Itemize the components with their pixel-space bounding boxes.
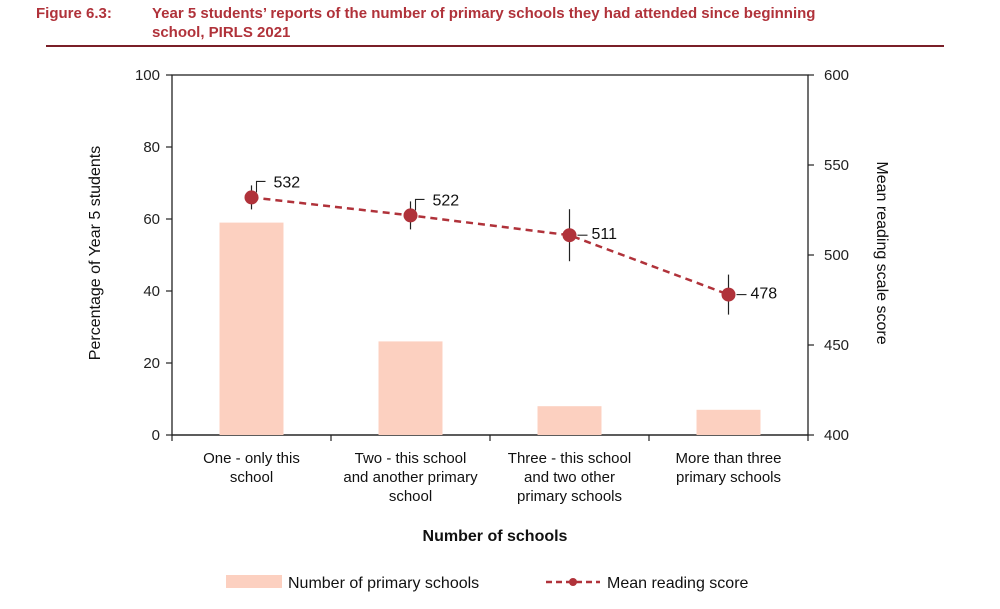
category-label: More than three (676, 450, 782, 467)
right-axis: 400 450 500 550 600 (808, 67, 849, 444)
category-label: primary schools (676, 469, 781, 486)
y-axis-right-title: Mean reading scale score (873, 161, 890, 344)
left-tick-label: 40 (143, 283, 160, 300)
category-label: school (389, 488, 432, 505)
label-leader (255, 180, 266, 193)
line-series: 532 522 511 478 (244, 174, 778, 315)
bar (537, 406, 602, 435)
left-tick-label: 0 (152, 427, 160, 444)
x-axis-title: Number of schools (423, 528, 568, 545)
right-tick-label: 450 (824, 337, 849, 354)
category-label: Two - this school (355, 450, 467, 467)
figure-title-line2: school, PIRLS 2021 (152, 24, 291, 41)
right-tick-label: 400 (824, 427, 849, 444)
score-marker (244, 190, 259, 205)
label-leader (414, 198, 425, 211)
bar (219, 222, 284, 435)
bar (378, 341, 443, 435)
y-axis-left-title: Percentage of Year 5 students (87, 146, 104, 360)
legend-bar-swatch (226, 575, 282, 588)
mean-score-line (251, 196, 729, 296)
score-marker (403, 208, 418, 223)
category-label: primary schools (517, 488, 622, 505)
legend-line-label: Mean reading score (607, 575, 749, 592)
data-label: 522 (433, 192, 460, 209)
data-label: 478 (751, 286, 778, 303)
left-tick-label: 100 (135, 67, 160, 84)
category-label: and two other (524, 469, 615, 486)
score-marker (721, 287, 736, 302)
bar-series (219, 222, 761, 435)
category-axis: One - only this school Two - this school an… (171, 435, 809, 505)
figure-title-line1: Year 5 students’ reports of the number o… (152, 5, 816, 22)
category-label: school (230, 469, 273, 486)
title-rule (46, 45, 944, 47)
legend-bar-label: Number of primary schools (288, 575, 479, 592)
right-tick-label: 550 (824, 157, 849, 174)
category-label: Three - this school (508, 450, 631, 467)
legend-line-marker (569, 578, 577, 586)
figure-title: Figure 6.3: Year 5 students’ reports of t… (36, 4, 956, 42)
left-axis: 0 20 40 60 80 100 (135, 67, 172, 444)
category-label: One - only this (203, 450, 300, 467)
left-tick-label: 80 (143, 139, 160, 156)
right-tick-label: 500 (824, 247, 849, 264)
data-label: 532 (274, 174, 301, 191)
bar (696, 409, 761, 435)
score-marker (562, 228, 577, 243)
legend: Number of primary schools Mean reading s… (226, 575, 749, 592)
left-tick-label: 60 (143, 211, 160, 228)
category-label: and another primary (343, 469, 478, 486)
left-tick-label: 20 (143, 355, 160, 372)
data-label: 511 (592, 226, 618, 243)
right-tick-label: 600 (824, 67, 849, 84)
figure-label: Figure 6.3: (36, 5, 112, 22)
